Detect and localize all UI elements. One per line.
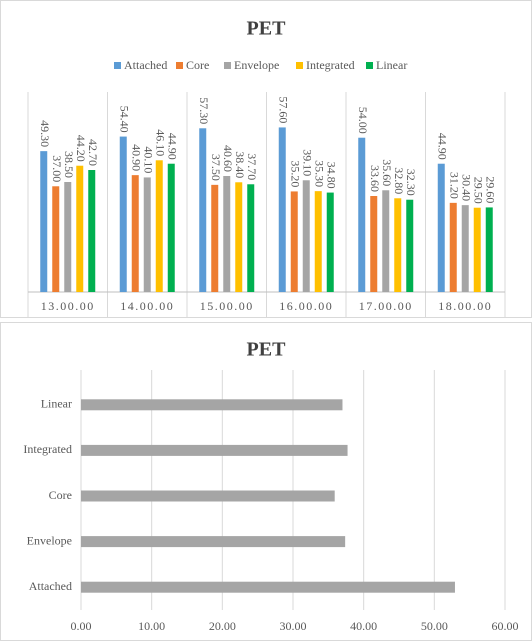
value-label: 33.60	[368, 165, 382, 192]
x-tick-label: 17.00.00	[359, 299, 413, 313]
value-label: 54.00	[356, 107, 370, 134]
value-label: 49.30	[38, 120, 52, 147]
bar	[76, 165, 84, 292]
legend-swatch	[366, 62, 373, 69]
legend-label: Attached	[124, 58, 167, 72]
bar	[81, 490, 335, 502]
bar	[235, 182, 243, 292]
x-tick-label: 60.00	[492, 619, 519, 633]
value-label: 30.40	[460, 174, 474, 201]
value-label: 57.30	[197, 97, 211, 124]
value-label: 35.30	[313, 160, 327, 187]
bar	[52, 186, 60, 292]
value-label: 44.20	[74, 135, 88, 162]
bar	[131, 175, 139, 292]
x-tick-label: 50.00	[421, 619, 448, 633]
bar	[88, 170, 96, 292]
x-tick-label: 0.00	[71, 619, 92, 633]
value-label: 40.90	[130, 144, 144, 171]
bar	[461, 205, 469, 292]
x-tick-label: 30.00	[280, 619, 307, 633]
bar	[290, 191, 298, 292]
value-label: 54.40	[118, 106, 132, 133]
value-label: 57.60	[277, 96, 291, 123]
legend-label: Envelope	[234, 58, 279, 72]
value-label: 29.60	[484, 176, 498, 203]
bar	[247, 184, 255, 292]
chart-title: PET	[247, 339, 287, 361]
value-label: 37.70	[245, 153, 259, 180]
bar	[382, 190, 390, 292]
bar	[358, 137, 366, 292]
legend-label: Core	[186, 58, 209, 72]
value-label: 32.30	[404, 169, 418, 196]
value-label: 40.60	[221, 145, 235, 172]
legend-label: Linear	[376, 58, 407, 72]
bar	[326, 192, 334, 292]
y-tick-label: Core	[49, 488, 72, 502]
y-tick-label: Envelope	[27, 533, 72, 547]
value-label: 46.10	[154, 129, 168, 156]
value-label: 29.50	[472, 177, 486, 204]
value-label: 38.40	[233, 151, 247, 178]
bar	[199, 128, 207, 292]
bar	[473, 207, 481, 292]
bar	[485, 207, 493, 292]
x-tick-label: 16.00.00	[279, 299, 333, 313]
x-tick-label: 18.00.00	[438, 299, 492, 313]
value-label: 37.50	[209, 154, 223, 181]
legend-swatch	[296, 62, 303, 69]
bar	[81, 536, 346, 548]
value-label: 44.90	[166, 133, 180, 160]
x-tick-label: 15.00.00	[200, 299, 254, 313]
bar	[143, 177, 151, 292]
legend-label: Integrated	[306, 58, 355, 72]
x-tick-label: 20.00	[209, 619, 236, 633]
chart-title: PET	[247, 18, 287, 40]
bar	[81, 399, 343, 411]
value-label: 39.10	[301, 149, 315, 176]
bar	[40, 151, 48, 292]
bar	[119, 136, 127, 292]
bar	[167, 163, 175, 292]
bar	[278, 127, 286, 292]
y-tick-label: Attached	[29, 579, 72, 593]
value-label: 32.80	[392, 167, 406, 194]
bar	[81, 581, 455, 593]
x-tick-label: 10.00	[138, 619, 165, 633]
bar	[314, 191, 322, 292]
value-label: 35.20	[289, 160, 303, 187]
bar	[406, 199, 414, 292]
value-label: 44.90	[436, 133, 450, 160]
bar	[449, 202, 457, 292]
bar	[81, 444, 348, 456]
bar	[64, 182, 72, 292]
bar	[155, 160, 163, 292]
bar	[370, 196, 378, 292]
bar	[223, 176, 231, 292]
value-label: 35.60	[380, 159, 394, 186]
value-label: 37.00	[50, 155, 64, 182]
y-tick-label: Linear	[41, 397, 72, 411]
x-tick-label: 13.00.00	[41, 299, 95, 313]
bar	[211, 184, 219, 292]
y-tick-label: Integrated	[23, 442, 72, 456]
bottom-panel	[0, 322, 532, 641]
value-label: 42.70	[86, 139, 100, 166]
value-label: 38.50	[62, 151, 76, 178]
x-tick-label: 14.00.00	[120, 299, 174, 313]
bar	[302, 180, 310, 292]
value-label: 40.10	[142, 146, 156, 173]
legend-swatch	[114, 62, 121, 69]
x-tick-label: 40.00	[350, 619, 377, 633]
bar	[437, 163, 445, 292]
bar	[394, 198, 402, 292]
legend-swatch	[176, 62, 183, 69]
value-label: 31.20	[448, 172, 462, 199]
legend-swatch	[224, 62, 231, 69]
value-label: 34.80	[325, 162, 339, 189]
